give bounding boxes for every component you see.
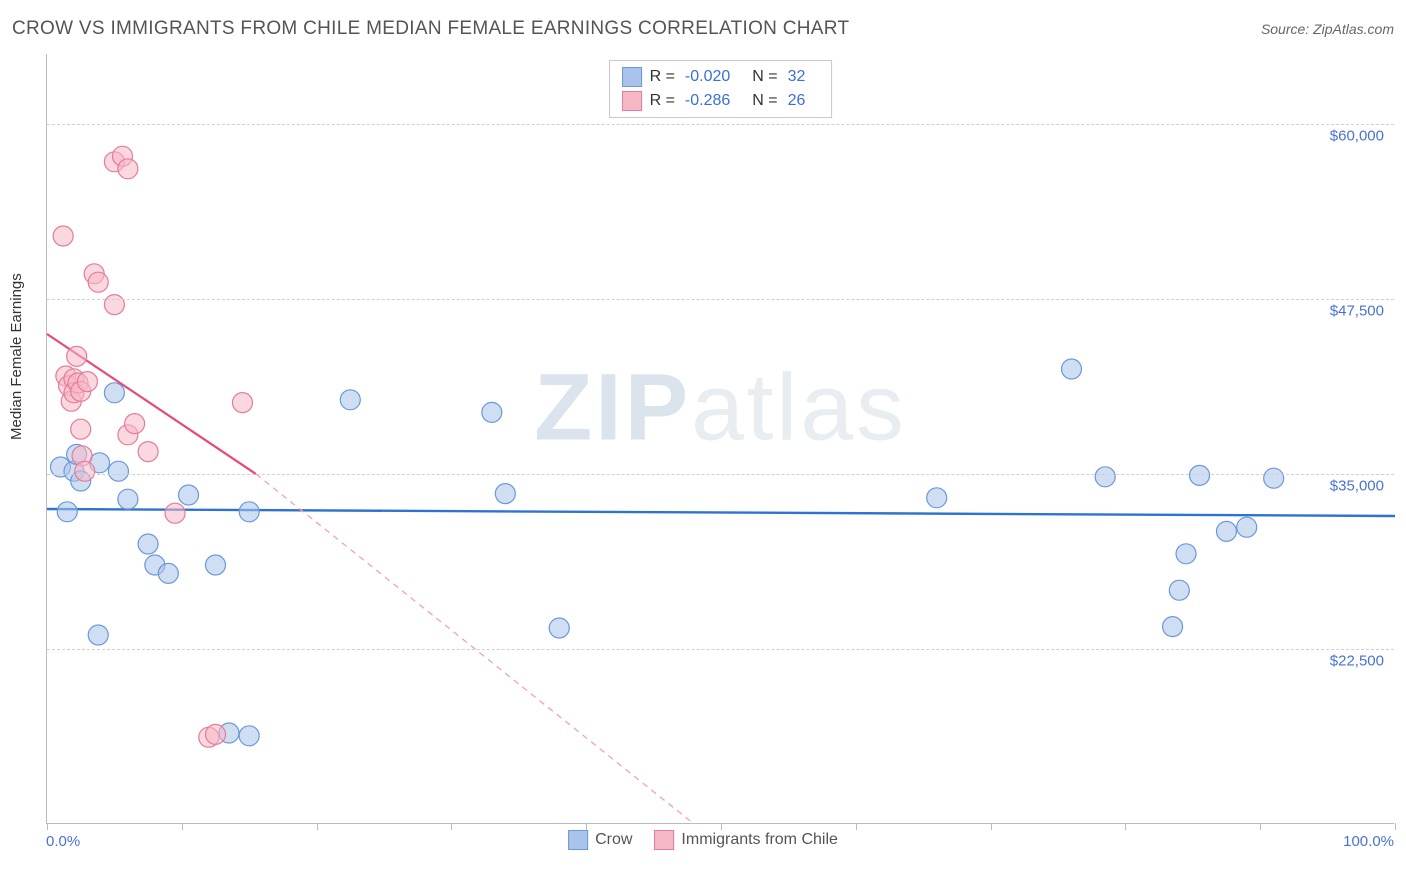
x-tick	[1125, 823, 1126, 830]
y-tick-label: $22,500	[1330, 653, 1384, 670]
legend-item-b: Immigrants from Chile	[654, 830, 837, 850]
x-tick	[721, 823, 722, 830]
legend-item-a: Crow	[568, 830, 632, 850]
chart-title: CROW VS IMMIGRANTS FROM CHILE MEDIAN FEM…	[12, 18, 849, 40]
x-tick	[991, 823, 992, 830]
data-point	[53, 226, 73, 246]
x-tick	[1395, 823, 1396, 830]
data-point	[1095, 467, 1115, 487]
data-point	[1169, 580, 1189, 600]
data-point	[158, 563, 178, 583]
legend-bottom-swatch-a	[568, 830, 588, 850]
gridline	[47, 474, 1394, 475]
data-point	[495, 484, 515, 504]
data-point	[104, 383, 124, 403]
legend-series-box: Crow Immigrants from Chile	[568, 830, 838, 850]
data-point	[482, 402, 502, 422]
x-tick	[47, 823, 48, 830]
y-tick-label: $35,000	[1330, 478, 1384, 495]
gridline	[47, 299, 1394, 300]
legend-bottom-label-a: Crow	[595, 831, 632, 849]
x-tick	[856, 823, 857, 830]
y-axis-label: Median Female Earnings	[8, 273, 25, 440]
data-point	[57, 502, 77, 522]
y-tick-label: $47,500	[1330, 303, 1384, 320]
data-point	[138, 534, 158, 554]
data-point	[108, 461, 128, 481]
data-point	[71, 419, 91, 439]
data-point	[88, 625, 108, 645]
data-point	[118, 159, 138, 179]
data-point	[1061, 359, 1081, 379]
scatter-svg	[47, 54, 1394, 823]
data-point	[165, 503, 185, 523]
data-point	[88, 272, 108, 292]
data-point	[206, 724, 226, 744]
legend-bottom-swatch-b	[654, 830, 674, 850]
data-point	[1176, 544, 1196, 564]
x-tick	[1260, 823, 1261, 830]
data-point	[1264, 468, 1284, 488]
data-point	[232, 393, 252, 413]
gridline	[47, 124, 1394, 125]
x-tick	[586, 823, 587, 830]
x-tick	[451, 823, 452, 830]
data-point	[206, 555, 226, 575]
data-point	[1217, 521, 1237, 541]
data-point	[239, 502, 259, 522]
data-point	[927, 488, 947, 508]
x-tick	[182, 823, 183, 830]
data-point	[104, 295, 124, 315]
data-point	[75, 461, 95, 481]
data-point	[125, 414, 145, 434]
chart-header: CROW VS IMMIGRANTS FROM CHILE MEDIAN FEM…	[12, 18, 1394, 40]
data-point	[77, 372, 97, 392]
data-point	[239, 726, 259, 746]
data-point	[118, 489, 138, 509]
data-point	[340, 390, 360, 410]
x-axis-max-label: 100.0%	[1343, 833, 1394, 850]
gridline	[47, 649, 1394, 650]
x-axis-min-label: 0.0%	[46, 833, 80, 850]
data-point	[1163, 617, 1183, 637]
data-point	[67, 346, 87, 366]
legend-bottom-label-b: Immigrants from Chile	[681, 831, 837, 849]
data-point	[549, 618, 569, 638]
chart-source: Source: ZipAtlas.com	[1261, 21, 1394, 37]
y-tick-label: $60,000	[1330, 128, 1384, 145]
data-point	[1237, 517, 1257, 537]
x-tick	[317, 823, 318, 830]
data-point	[138, 442, 158, 462]
data-point	[179, 485, 199, 505]
chart-plot-area: ZIPatlas R = -0.020 N = 32 R = -0.286 N …	[46, 54, 1394, 824]
data-point	[1190, 465, 1210, 485]
